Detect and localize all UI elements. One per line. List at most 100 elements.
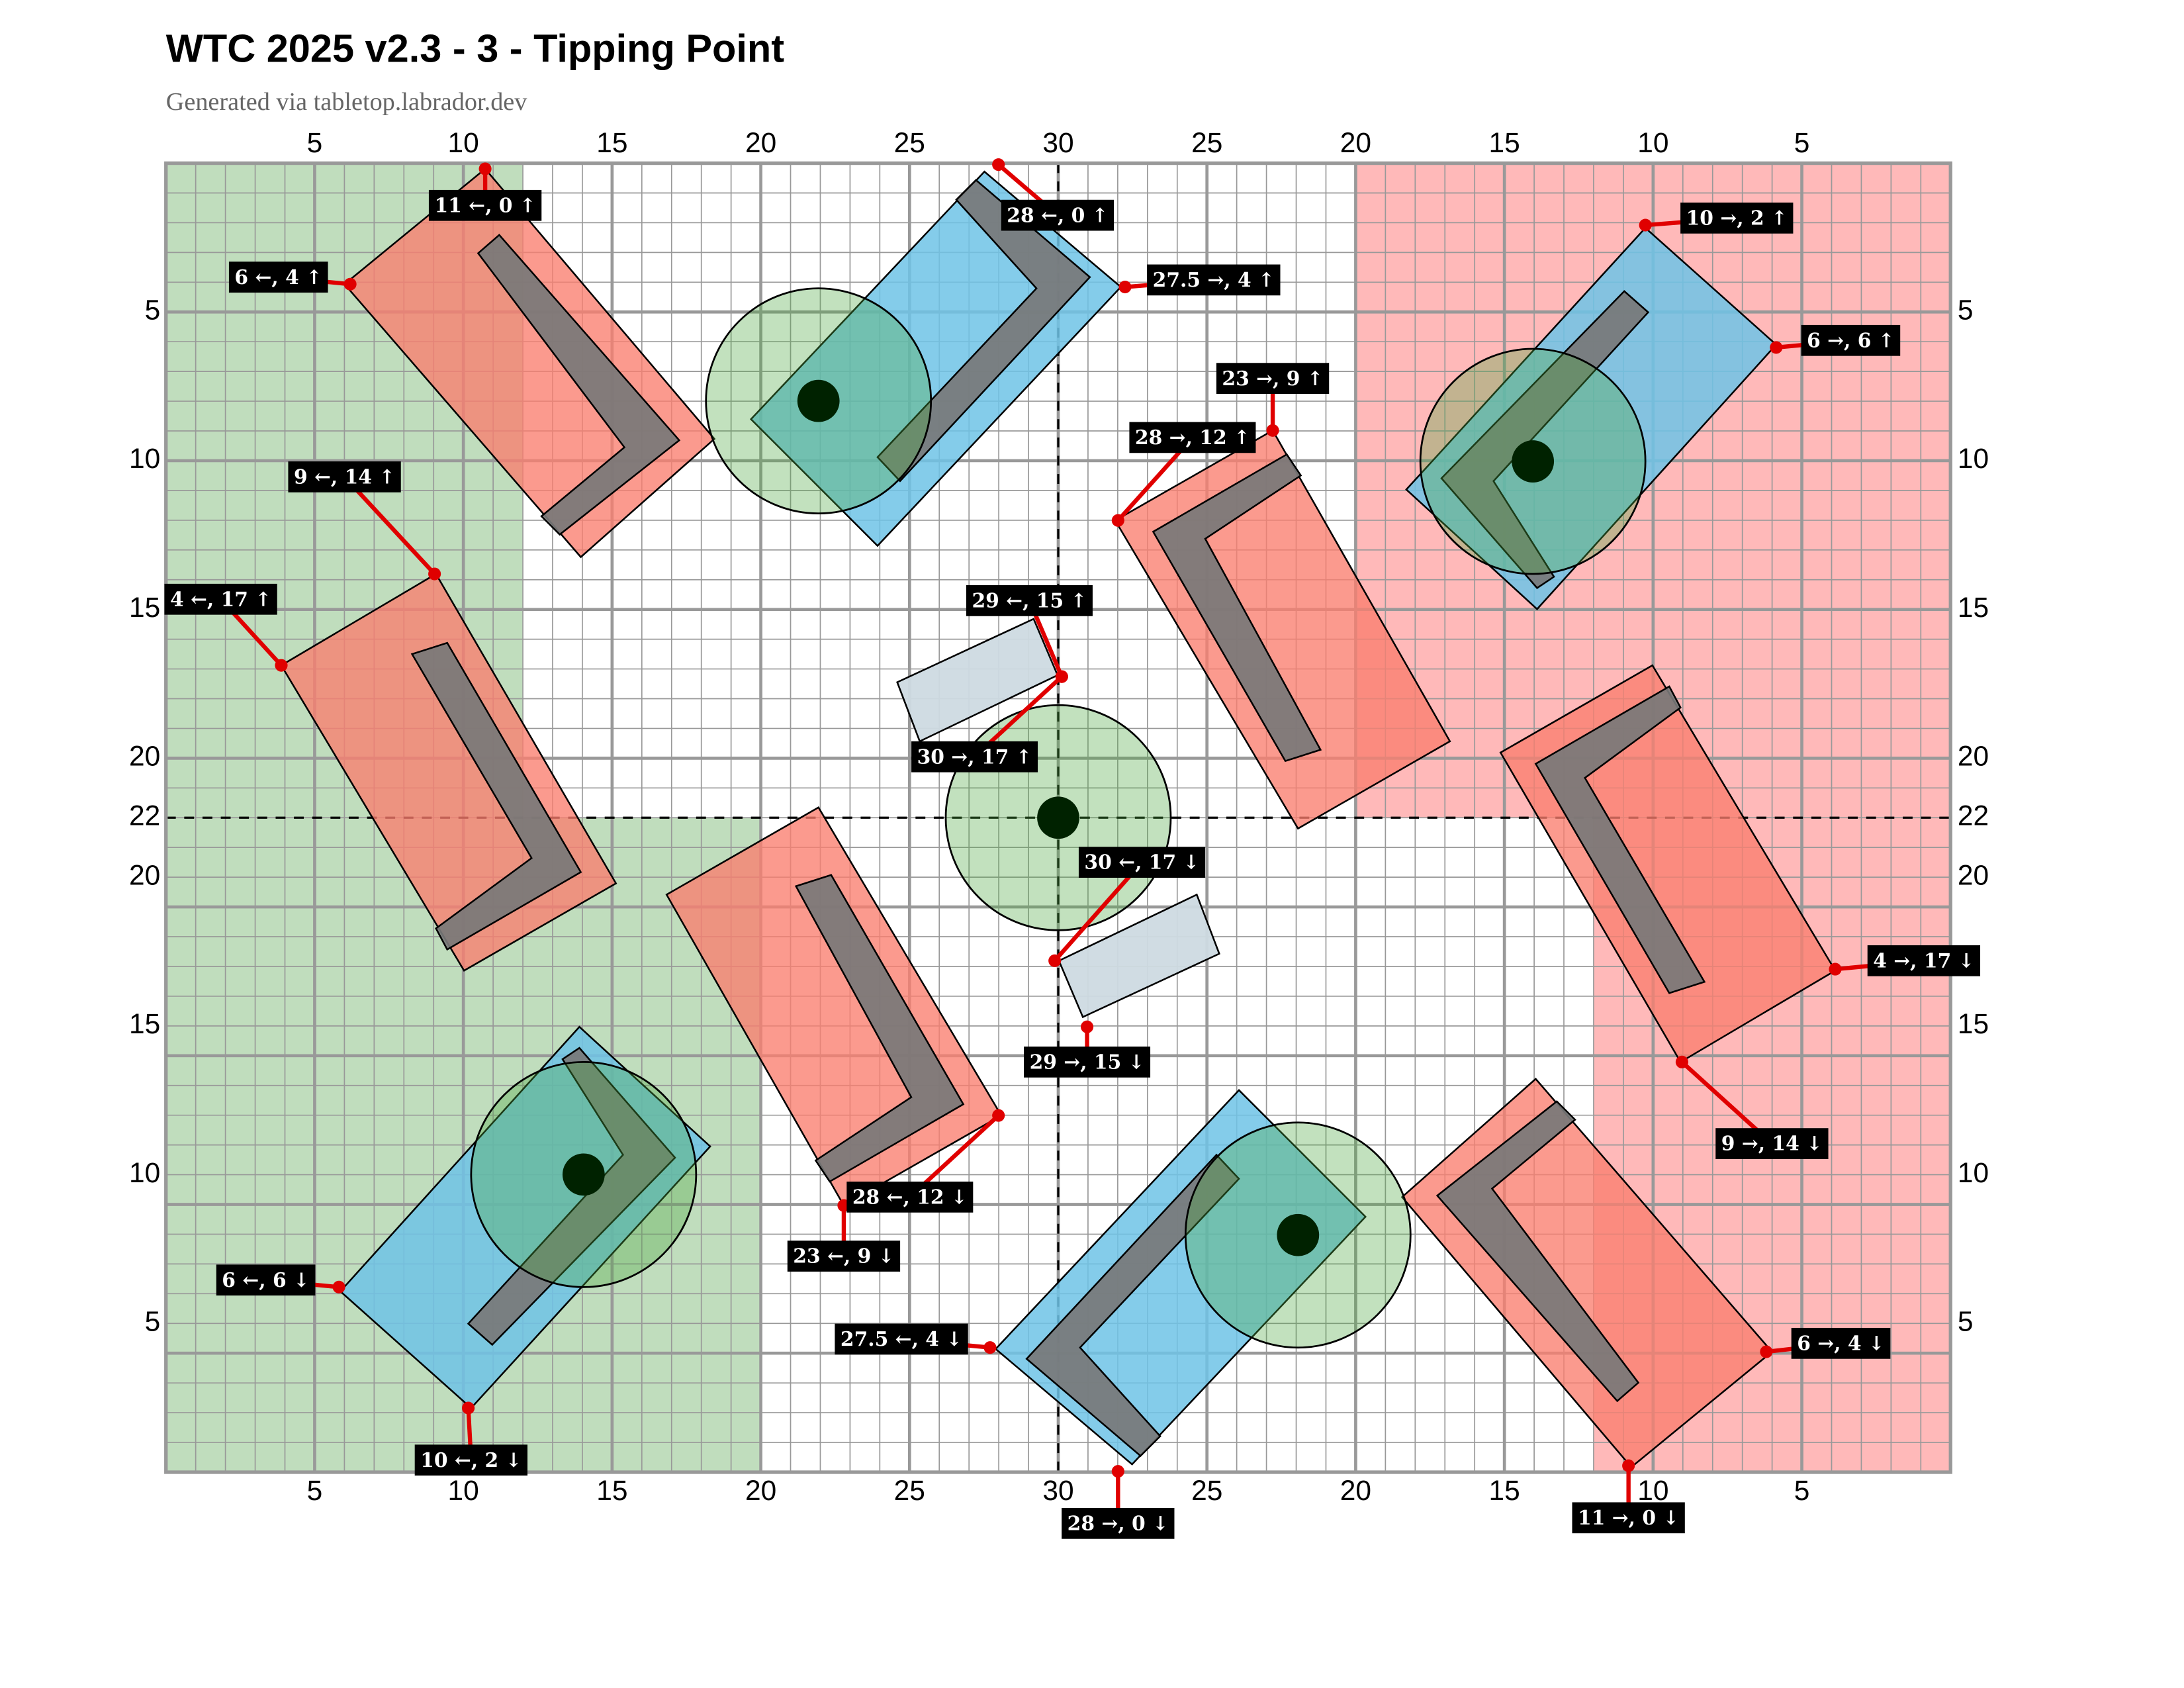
left-axis-label: 20 bbox=[129, 741, 160, 773]
measurement-label-box bbox=[428, 189, 542, 221]
measurement-point bbox=[1675, 1055, 1688, 1068]
bottom-axis-label: 15 bbox=[596, 1476, 627, 1507]
measurement-point bbox=[1118, 280, 1132, 294]
top-axis-label: 5 bbox=[307, 128, 323, 159]
measurement-label-box bbox=[966, 585, 1093, 616]
measurement-label-box bbox=[835, 1323, 968, 1355]
objective-marker bbox=[562, 1153, 605, 1196]
measurement-label: 11 →, 0 ↓ bbox=[1578, 1507, 1679, 1530]
measurement-label: 9 ←, 14 ↑ bbox=[294, 466, 395, 489]
left-axis-label: 20 bbox=[129, 860, 160, 891]
bottom-axis-label: 20 bbox=[745, 1476, 776, 1507]
ruin-wall bbox=[410, 641, 582, 951]
measurement-label: 11 ←, 0 ↑ bbox=[434, 194, 535, 217]
labels: 11 ←, 0 ↑ 6 ←, 4 ↑ 28 ←, 0 ↑ 27.5 →, 4 ↑ 10 … bbox=[164, 158, 1981, 1539]
measurement-point bbox=[332, 1280, 345, 1293]
measurement-point bbox=[478, 162, 492, 175]
measurement-point bbox=[1266, 424, 1279, 437]
measurement-label: 30 ←, 17 ↓ bbox=[1084, 851, 1199, 874]
measurement-label-box bbox=[414, 1444, 528, 1476]
objective-marker bbox=[1037, 796, 1079, 839]
measurement-label: 23 →, 9 ↑ bbox=[1222, 367, 1323, 391]
top-axis-label: 20 bbox=[1340, 128, 1371, 159]
right-axis-label: 15 bbox=[1958, 592, 1989, 624]
measurement-point bbox=[992, 158, 1005, 171]
measurement-label: 4 ←, 17 ↑ bbox=[170, 588, 271, 611]
bottom-axis-label: 15 bbox=[1489, 1476, 1520, 1507]
top-axis-label: 10 bbox=[1637, 128, 1668, 159]
top-axis-label: 15 bbox=[1489, 128, 1520, 159]
objective-marker bbox=[1277, 1213, 1320, 1256]
measurement-label-box bbox=[1680, 203, 1794, 234]
ruin-wall bbox=[1440, 290, 1650, 589]
measurement-point bbox=[1760, 1345, 1773, 1358]
measurement-point bbox=[462, 1401, 475, 1415]
measurement-label: 29 →, 15 ↓ bbox=[1030, 1051, 1145, 1074]
measurement-point bbox=[1770, 341, 1783, 354]
subtitle: Generated via tabletop.labrador.dev bbox=[166, 88, 528, 116]
measurement-label: 6 →, 4 ↓ bbox=[1797, 1332, 1885, 1355]
right-axis-label: 5 bbox=[1958, 1306, 1974, 1337]
measurement-point bbox=[1622, 1459, 1635, 1472]
measurement-label-box bbox=[787, 1241, 901, 1272]
right-axis-label: 15 bbox=[1958, 1009, 1989, 1040]
ruin-wall bbox=[467, 1047, 676, 1346]
measurement-label: 28 ←, 12 ↓ bbox=[852, 1186, 968, 1209]
right-axis-label: 20 bbox=[1958, 860, 1989, 891]
measurement-label-box bbox=[1062, 1507, 1175, 1539]
left-axis-label: 10 bbox=[129, 1158, 160, 1189]
right-axis-label: 20 bbox=[1958, 741, 1989, 773]
right-axis-label: 5 bbox=[1958, 295, 1974, 326]
measurement-label-box bbox=[1791, 1327, 1891, 1359]
ruin-wall bbox=[1435, 1100, 1640, 1403]
measurement-label: 27.5 ←, 4 ↓ bbox=[841, 1328, 962, 1351]
left-axis-label: 15 bbox=[129, 592, 160, 624]
top-axis-label: 15 bbox=[596, 128, 627, 159]
top-axis-label: 20 bbox=[745, 128, 776, 159]
left-axis-label: 22 bbox=[129, 800, 160, 831]
measurement-point bbox=[1048, 954, 1062, 967]
measurement-label-box bbox=[228, 261, 328, 293]
measurement-label-box bbox=[1867, 945, 1981, 976]
bottom-axis-label: 5 bbox=[1794, 1476, 1810, 1507]
measurement-point bbox=[1829, 962, 1842, 976]
measurement-point bbox=[1111, 1465, 1124, 1478]
measurement-line bbox=[343, 475, 436, 576]
measurement-line bbox=[1053, 861, 1144, 962]
top-axis-label: 25 bbox=[1191, 128, 1222, 159]
measurement-label-box bbox=[164, 583, 277, 615]
bottom-axis-label: 10 bbox=[1637, 1476, 1668, 1507]
measurement-point bbox=[992, 1109, 1005, 1122]
measurement-label-box bbox=[1572, 1502, 1685, 1534]
measurement-label: 30 →, 17 ↑ bbox=[917, 745, 1032, 769]
measurement-label-box bbox=[846, 1181, 974, 1213]
measurement-label-box bbox=[1147, 264, 1281, 296]
terrain bbox=[280, 167, 1837, 1469]
bottom-axis-label: 25 bbox=[894, 1476, 925, 1507]
measurement-label: 4 →, 17 ↓ bbox=[1873, 949, 1974, 972]
bottom-axis-label: 5 bbox=[307, 1476, 323, 1507]
measurement-point bbox=[983, 1341, 997, 1354]
ruin-wall bbox=[1152, 453, 1322, 763]
measurement-point bbox=[1081, 1020, 1094, 1033]
top-axis-label: 30 bbox=[1042, 128, 1073, 159]
measurement-label: 28 →, 12 ↑ bbox=[1135, 426, 1250, 449]
top-axis-label: 25 bbox=[894, 128, 925, 159]
measurement-label-box bbox=[1078, 847, 1205, 878]
measurement-label: 10 ←, 2 ↓ bbox=[420, 1449, 522, 1472]
measurement-label: 23 ←, 9 ↓ bbox=[793, 1245, 894, 1268]
measurement-point bbox=[1111, 514, 1124, 527]
bottom-axis-label: 10 bbox=[448, 1476, 479, 1507]
bottom-axis-label: 25 bbox=[1191, 1476, 1222, 1507]
measurement-point bbox=[343, 277, 357, 291]
ruin-wall bbox=[794, 874, 965, 1183]
objective-marker bbox=[797, 379, 840, 422]
measurement-label: 6 ←, 4 ↑ bbox=[234, 266, 322, 289]
ruin-wall bbox=[477, 234, 681, 536]
measurement-label-box bbox=[911, 741, 1038, 773]
objective-marker bbox=[1512, 440, 1555, 483]
measurement-label-box bbox=[1129, 422, 1256, 453]
right-axis-label: 22 bbox=[1958, 800, 1989, 831]
measurement-label: 28 →, 0 ↓ bbox=[1068, 1512, 1169, 1535]
